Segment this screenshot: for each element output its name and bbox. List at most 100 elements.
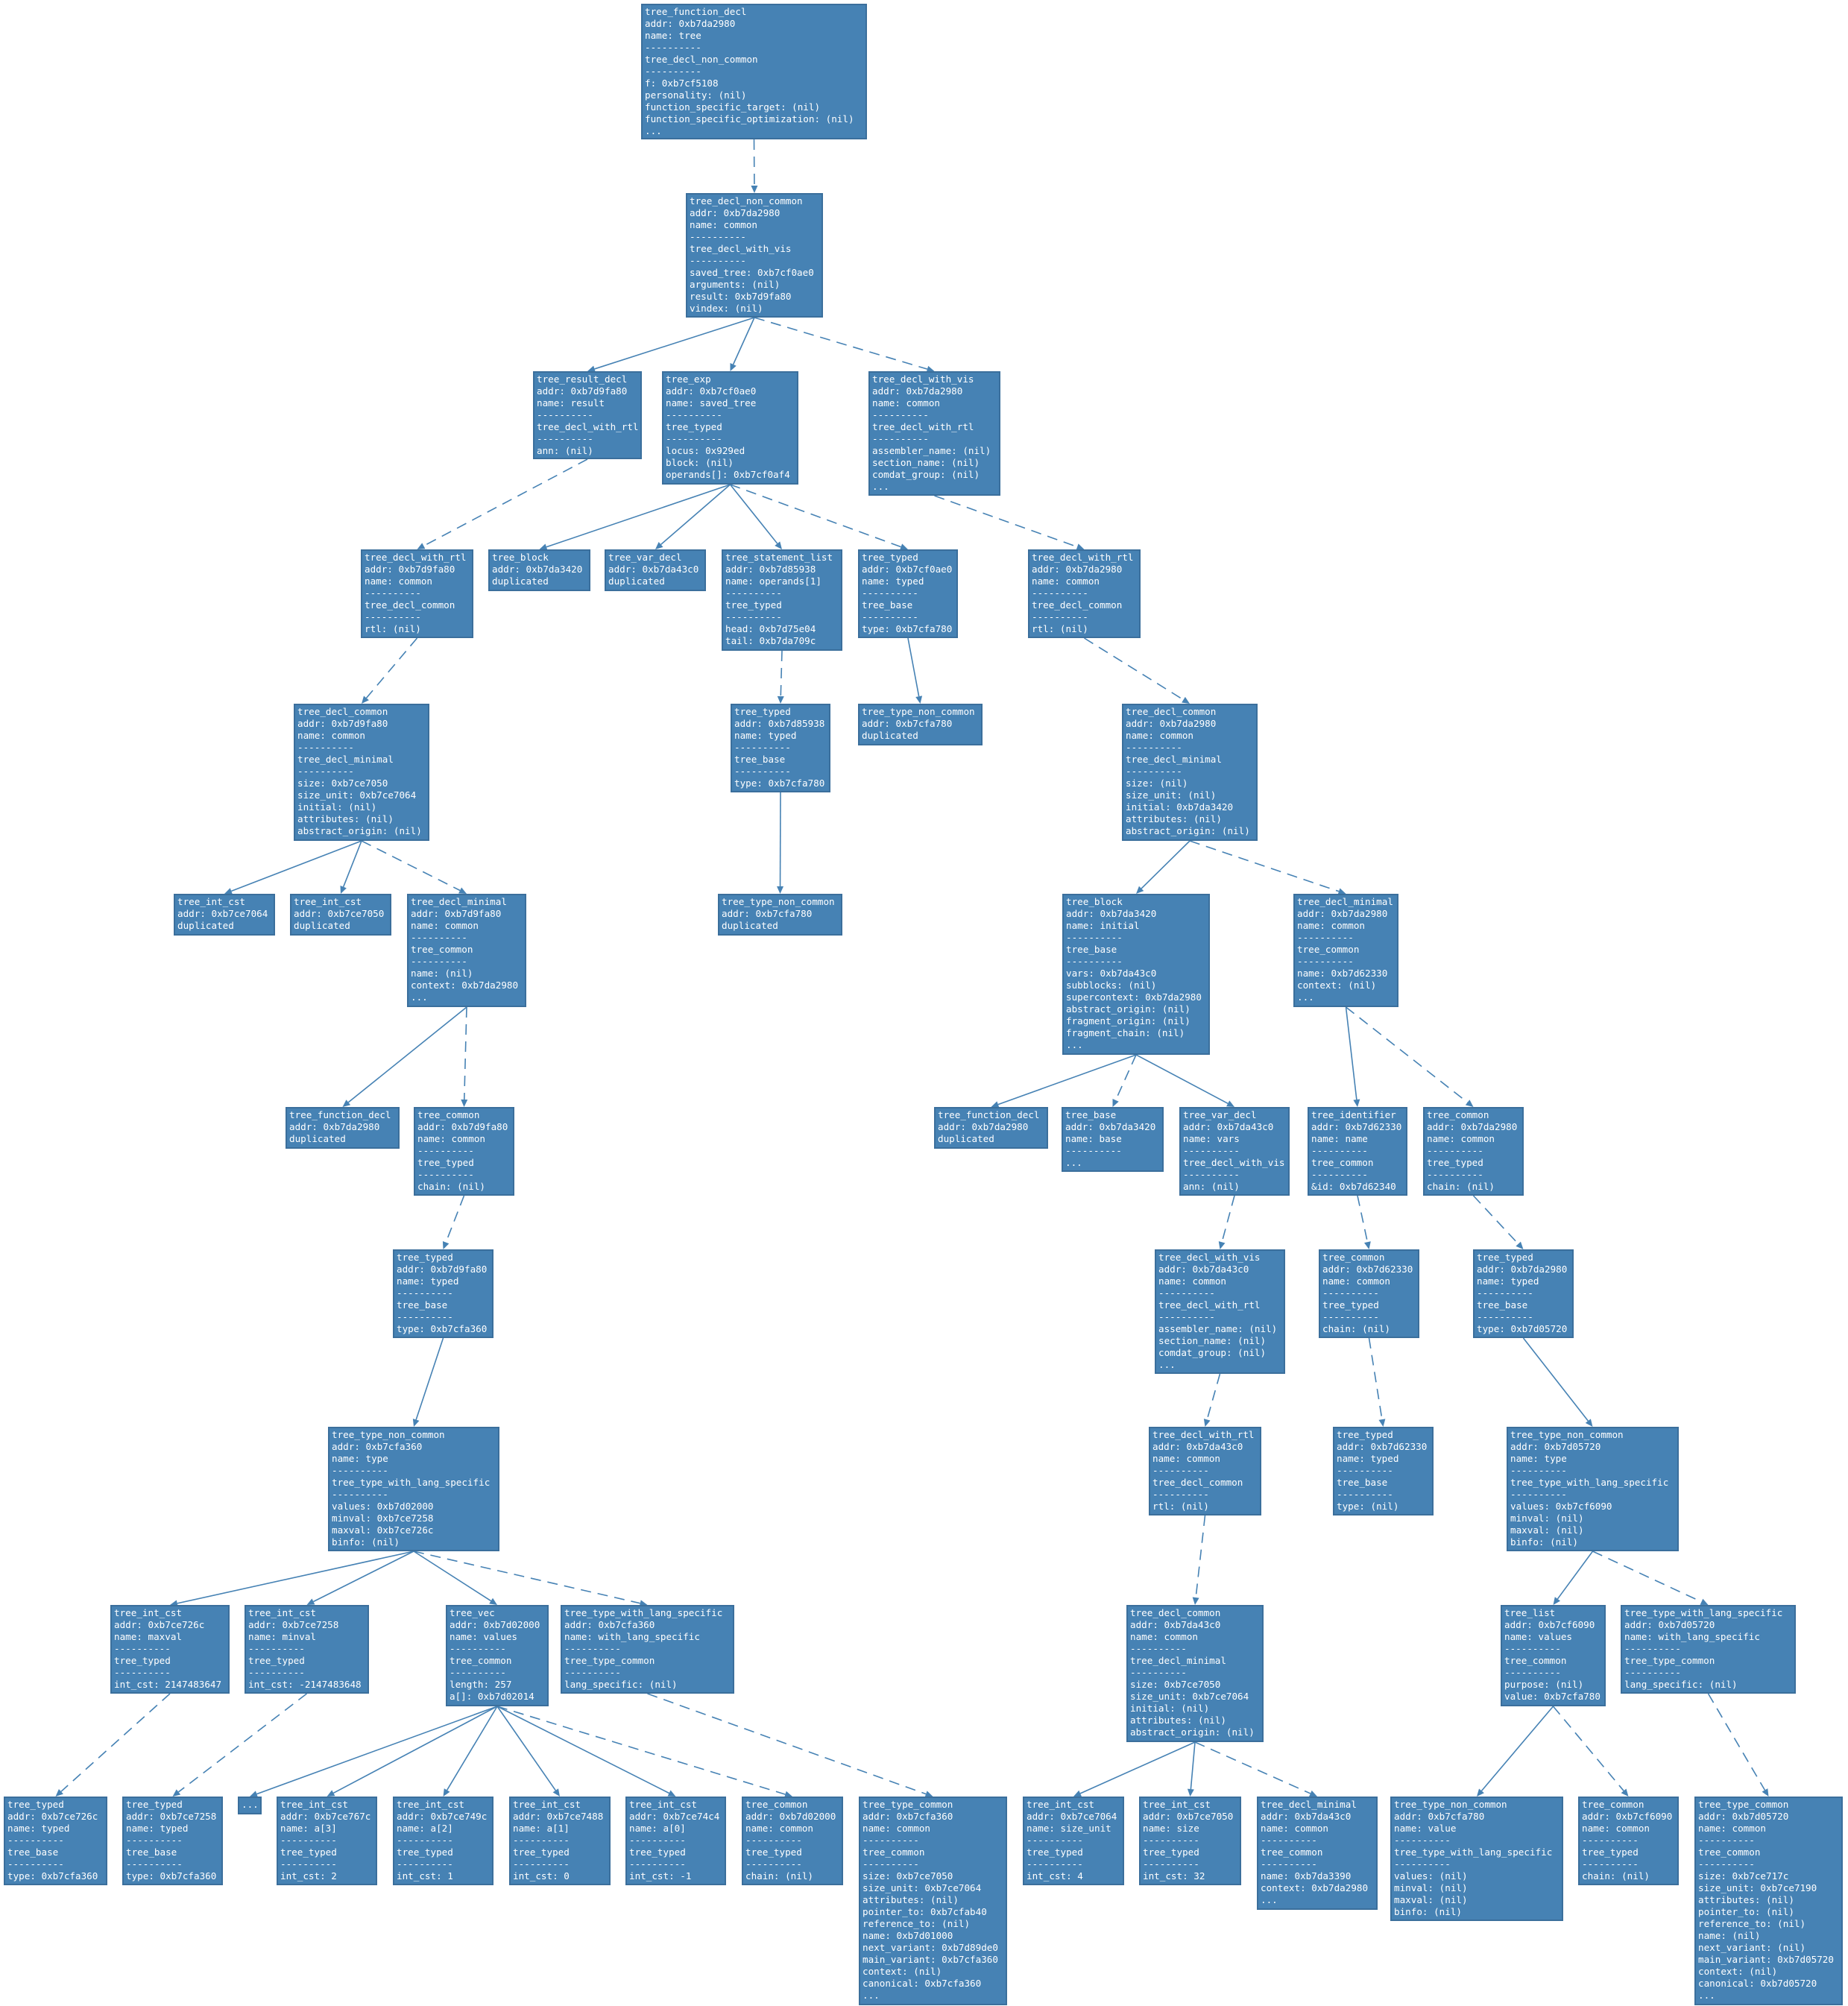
node-field-line: ----------	[417, 1145, 474, 1156]
node-field-line: tree_base	[734, 754, 786, 765]
node-struct-type: tree_type_non_common	[1394, 1799, 1507, 1810]
node-field-line: reference_to: (nil)	[1698, 1918, 1806, 1929]
node-field-line: ----------	[1698, 1858, 1755, 1870]
node-struct-type: tree_exp	[666, 373, 711, 385]
node-struct-type: tree_var_decl	[1183, 1109, 1257, 1120]
node-field-line: ----------	[114, 1643, 171, 1654]
node-field-line: tree_decl_minimal	[1126, 754, 1222, 765]
node-field-line: fragment_origin: (nil)	[1066, 1015, 1191, 1026]
node-struct-type: tree_block	[492, 552, 549, 563]
edge-n42-n57	[1552, 1706, 1624, 1791]
node-struct-type: tree_int_cst	[177, 896, 245, 907]
node-field-line: ----------	[1477, 1311, 1533, 1322]
node-field-line: ----------	[7, 1858, 64, 1870]
node-struct-type: tree_decl_minimal	[1297, 896, 1393, 907]
node-field-line: section_name: (nil)	[1158, 1335, 1267, 1346]
node-field-line: addr: 0xb7ce7050	[294, 908, 385, 919]
struct-node-n33: tree_type_non_common addr: 0xb7cfa360 name…	[328, 1427, 499, 1551]
arrowhead-icon	[250, 1791, 258, 1797]
edge-n3-n6	[423, 458, 588, 547]
node-field-line: ----------	[564, 1643, 621, 1654]
edge-n42-n56	[1480, 1706, 1554, 1791]
struct-node-n49: tree_int_cst addr: 0xb7ce7488 name: a[1] --…	[509, 1797, 611, 1885]
node-field-line: ----------	[280, 1835, 337, 1846]
node-field-line: chain: (nil)	[1427, 1181, 1495, 1192]
node-field-line: attributes: (nil)	[862, 1894, 959, 1905]
node-field-line: addr: 0xb7d05720	[1698, 1811, 1789, 1822]
node-field-line: addr: 0xb7da2980	[1477, 1264, 1568, 1275]
node-field-line: int_cst: 2	[280, 1870, 337, 1882]
node-field-line: name: a[3]	[280, 1823, 337, 1834]
struct-node-n37: tree_int_cst addr: 0xb7ce726c name: maxval…	[110, 1605, 230, 1694]
node-struct-type: tree_int_cst	[513, 1799, 581, 1810]
node-field-line: duplicated	[722, 920, 778, 931]
struct-node-n53: tree_int_cst addr: 0xb7ce7064 name: size_u…	[1023, 1797, 1124, 1885]
struct-node-n1: tree_function_decl addr: 0xb7da2980 name: …	[641, 4, 867, 139]
struct-node-n15: tree_decl_common addr: 0xb7da2980 name: co…	[1122, 704, 1258, 841]
node-field-line: ----------	[1143, 1858, 1199, 1870]
node-struct-type: tree_function_decl	[289, 1109, 391, 1120]
struct-node-n40: tree_type_with_lang_specific addr: 0xb7cf…	[561, 1605, 734, 1694]
node-struct-type: tree_int_cst	[1027, 1799, 1094, 1810]
node-field-line: ----------	[411, 932, 467, 943]
node-struct-type: tree_int_cst	[1143, 1799, 1211, 1810]
edge-n9-n13	[780, 650, 783, 697]
node-field-line: ----------	[397, 1858, 453, 1870]
node-field-line: size_unit: 0xb7ce7190	[1698, 1882, 1817, 1893]
edge-n10-n14	[907, 637, 920, 697]
edge-n39-n47	[332, 1706, 498, 1794]
arrowhead-icon	[412, 1419, 420, 1427]
arrowhead-icon	[224, 888, 233, 895]
node-field-line: addr: 0xb7da3420	[1066, 908, 1157, 919]
node-field-line: name: common	[1261, 1823, 1328, 1834]
node-field-line: ----------	[862, 1835, 919, 1846]
node-field-line: tree_decl_minimal	[1130, 1655, 1226, 1666]
node-field-line: addr: 0xb7da2980	[938, 1121, 1029, 1132]
node-field-line: ...	[1698, 1990, 1715, 2001]
node-field-line: name: minval	[248, 1631, 316, 1642]
node-field-line: name: values	[450, 1631, 517, 1642]
node-field-line: vindex: (nil)	[690, 303, 763, 314]
node-struct-type: tree_common	[1582, 1799, 1644, 1810]
node-field-line: function_specific_target: (nil)	[645, 101, 821, 113]
node-field-line: ----------	[248, 1667, 305, 1678]
node-field-line: maxval: (nil)	[1394, 1894, 1468, 1905]
struct-node-n17: tree_int_cst addr: 0xb7ce7050 duplicated	[290, 894, 391, 936]
struct-node-n10: tree_typed addr: 0xb7cf0ae0 name: typed ---…	[858, 549, 958, 638]
node-field-line: binfo: (nil)	[1510, 1536, 1578, 1548]
struct-node-n28: tree_common addr: 0xb7da2980 name: common -…	[1423, 1107, 1524, 1196]
arrowhead-icon	[915, 696, 923, 704]
node-field-line: addr: 0xb7cf0ae0	[666, 385, 757, 397]
node-field-line: name: result	[537, 397, 605, 409]
node-field-line: ...	[645, 125, 662, 136]
struct-node-n18: tree_decl_minimal addr: 0xb7d9fa80 name: c…	[407, 894, 526, 1007]
node-field-line: ----------	[1066, 956, 1123, 967]
node-field-line: name: typed	[7, 1823, 70, 1834]
node-field-line: addr: 0xb7d9fa80	[537, 385, 628, 397]
edge-n41-n53	[1079, 1741, 1196, 1794]
node-field-line: ...	[1065, 1157, 1082, 1168]
node-field-line: fragment_chain: (nil)	[1066, 1027, 1185, 1038]
arrowhead-icon	[1477, 1788, 1484, 1797]
struct-node-n35: tree_typed addr: 0xb7d62330 name: typed ---…	[1333, 1427, 1434, 1515]
node-field-line: size: 0xb7ce7050	[1130, 1679, 1221, 1690]
struct-node-n42: tree_list addr: 0xb7cf6090 name: values ---…	[1501, 1605, 1606, 1706]
node-field-line: tree_typed	[1322, 1299, 1379, 1310]
edge-n11-n15	[1084, 637, 1184, 701]
arrowhead-icon	[1112, 1099, 1119, 1107]
arrowhead-icon	[1621, 1788, 1629, 1797]
node-field-line: addr: 0xb7cfa780	[722, 908, 813, 919]
node-field-line: f: 0xb7cf5108	[645, 78, 719, 89]
edge-n37-n44	[60, 1693, 171, 1792]
arrowhead-icon	[1309, 1790, 1317, 1797]
struct-node-n34: tree_decl_with_rtl addr: 0xb7da43c0 name: …	[1149, 1427, 1261, 1515]
arrowhead-icon	[667, 1790, 676, 1797]
node-field-line: int_cst: 4	[1027, 1870, 1083, 1882]
node-field-line: addr: 0xb7ce726c	[114, 1619, 205, 1630]
node-field-line: chain: (nil)	[1322, 1323, 1390, 1334]
node-field-line: duplicated	[294, 920, 350, 931]
edge-n33-n38	[313, 1551, 414, 1603]
node-field-line: name: vars	[1183, 1133, 1240, 1144]
node-struct-type: tree_typed	[1337, 1429, 1393, 1440]
edge-n36-n43	[1592, 1551, 1702, 1603]
